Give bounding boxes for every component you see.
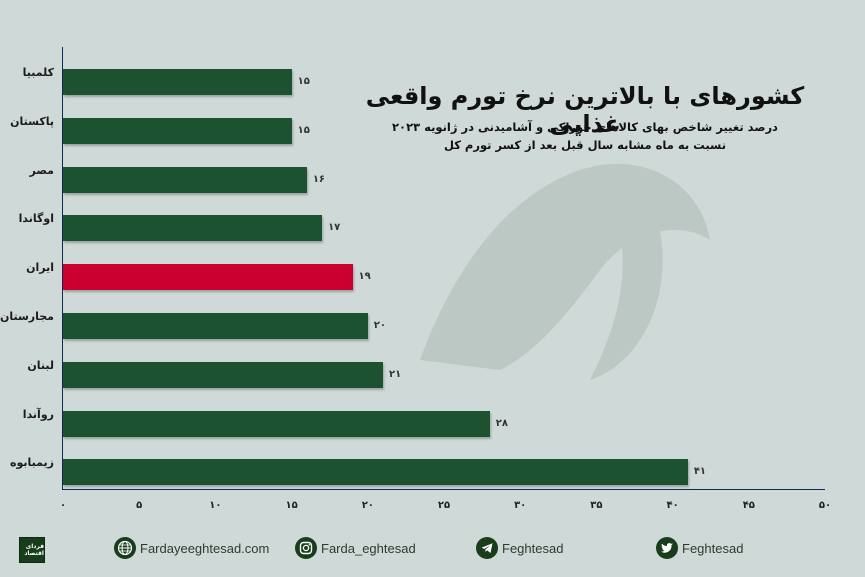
bar-value-label: ۱۷: [328, 222, 341, 234]
globe-icon: [114, 537, 136, 559]
instagram-icon: [295, 537, 317, 559]
subtitle-line-1: درصد تغییر شاخص بهای کالاهای خوراکی و آش…: [392, 120, 778, 134]
chart-subtitle: درصد تغییر شاخص بهای کالاهای خوراکی و آش…: [355, 118, 815, 154]
brand-logo: فردای اقتصاد: [19, 537, 45, 563]
bar-highlighted: [63, 264, 353, 291]
x-tick-label: ۴۵: [742, 500, 755, 511]
chart-title: کشورهای با بالاترین نرخ تورم واقعی غذایی: [365, 82, 805, 138]
twitter-icon: [656, 537, 678, 559]
bar-value-label: ۴۱: [693, 466, 707, 478]
bar: [63, 459, 688, 486]
telegram-icon: [476, 537, 498, 559]
category-label: لبنان: [27, 358, 54, 372]
category-label: ایران: [26, 261, 54, 275]
bar: [63, 410, 490, 437]
x-tick-label: ۲۰: [361, 500, 374, 511]
category-label: کلمبیا: [22, 66, 54, 79]
twitter-text: Feghtesad: [682, 540, 744, 556]
x-tick-label: ۵۰: [818, 500, 832, 511]
x-axis-line: [62, 489, 825, 490]
instagram-text: Farda_eghtesad: [321, 540, 416, 556]
category-label: زیمبابوه: [10, 456, 54, 470]
bar: [63, 313, 368, 339]
telegram-link[interactable]: Feghtesad: [476, 537, 563, 559]
category-label: مجارستان: [0, 310, 54, 323]
website-link[interactable]: Fardayeeghtesad.com: [114, 537, 269, 559]
x-tick-label: ۰: [59, 500, 67, 511]
telegram-text: Feghtesad: [502, 540, 564, 556]
subtitle-line-2: نسبت به ماه مشابه سال قبل بعد از کسر تور…: [443, 138, 727, 152]
twitter-link[interactable]: Feghtesad: [656, 537, 743, 559]
category-label: اوگاندا: [18, 212, 54, 226]
bar-value-label: ۱۵: [297, 76, 310, 87]
bar-value-label: ۱۹: [358, 271, 371, 283]
x-tick-label: ۱۰: [209, 500, 222, 511]
bar-value-label: ۱۵: [297, 124, 310, 136]
x-tick-label: ۱۵: [285, 500, 298, 511]
x-tick-label: ۳۰: [514, 500, 527, 511]
bar: [63, 117, 292, 144]
category-label: مصر: [29, 163, 55, 177]
logo-text: فردای اقتصاد: [24, 543, 44, 557]
bar: [63, 166, 307, 193]
x-tick-label: ۵: [136, 500, 143, 511]
footer: فردای اقتصاد Fardayeeghtesad.com Farda_e…: [0, 528, 865, 568]
x-tick-label: ۲۵: [437, 500, 451, 511]
category-label: پاکستان: [10, 114, 54, 128]
x-tick-label: ۴۰: [666, 500, 679, 511]
bar: [63, 215, 323, 242]
bar: [63, 69, 292, 95]
watermark-logo: [420, 163, 710, 380]
bar-value-label: ۲۸: [495, 417, 508, 429]
bar: [63, 361, 384, 388]
category-label: روآندا: [22, 407, 54, 421]
bar-value-label: ۱۶: [312, 173, 326, 185]
y-axis-line: [62, 47, 63, 489]
instagram-link[interactable]: Farda_eghtesad: [295, 537, 416, 559]
bar-value-label: ۲۱: [389, 368, 402, 380]
website-text: Fardayeeghtesad.com: [140, 540, 270, 556]
bar-value-label: ۲۰: [373, 320, 387, 331]
x-tick-label: ۳۵: [590, 500, 603, 511]
